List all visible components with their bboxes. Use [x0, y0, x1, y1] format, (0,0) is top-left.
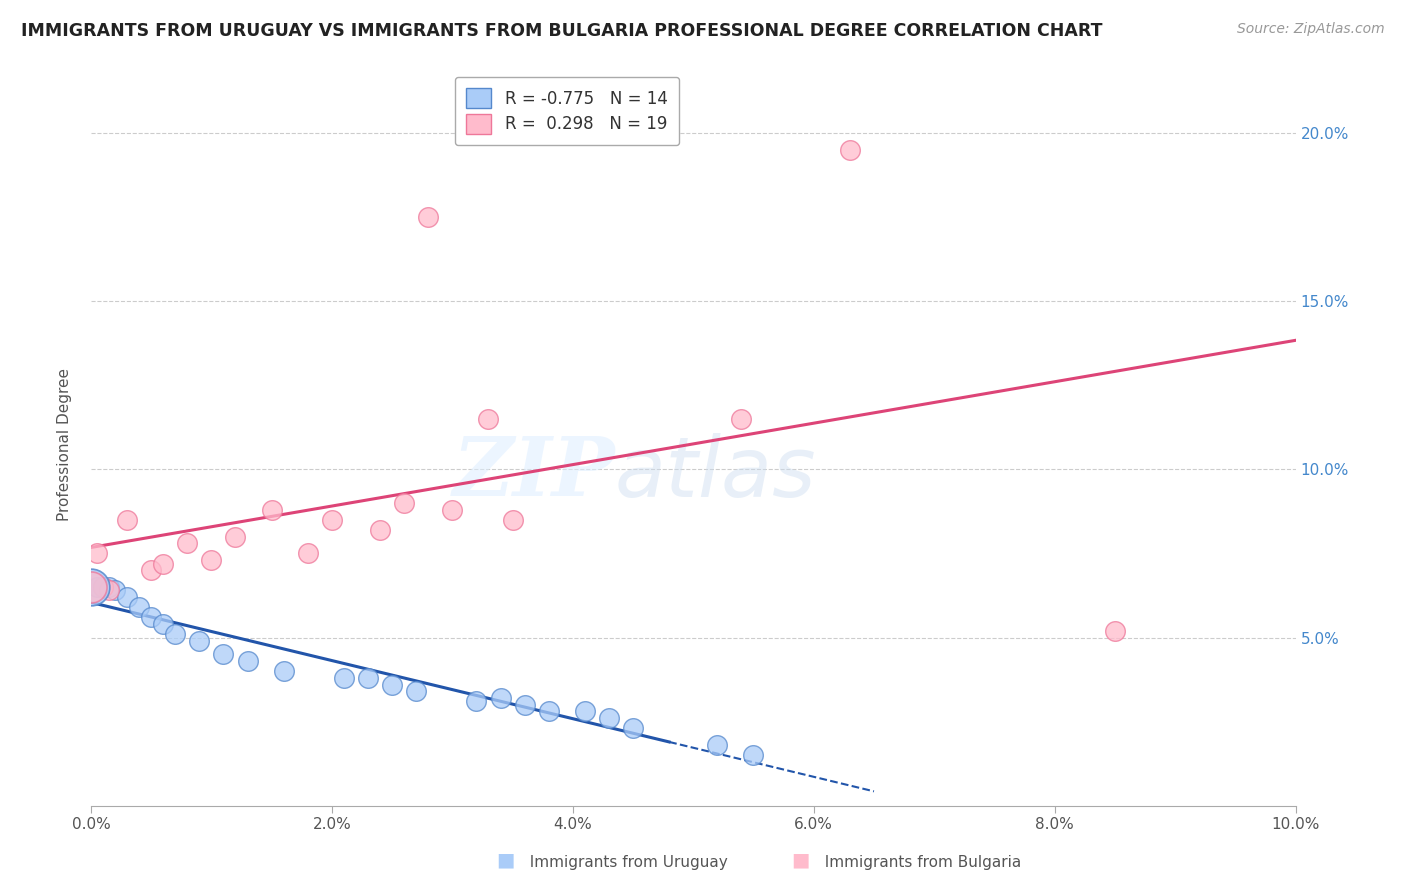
Point	[141, 563, 163, 577]
Point	[86, 580, 108, 594]
Text: ■: ■	[792, 851, 810, 870]
Point	[141, 610, 163, 624]
Point	[513, 698, 536, 712]
Point	[333, 671, 356, 685]
Point	[91, 580, 114, 594]
Point	[477, 412, 499, 426]
Point	[91, 580, 114, 594]
Point	[86, 546, 108, 560]
Text: IMMIGRANTS FROM URUGUAY VS IMMIGRANTS FROM BULGARIA PROFESSIONAL DEGREE CORRELAT: IMMIGRANTS FROM URUGUAY VS IMMIGRANTS FR…	[21, 22, 1102, 40]
Point	[368, 523, 391, 537]
Point	[152, 617, 174, 632]
Point	[176, 536, 198, 550]
Point	[537, 705, 560, 719]
Point	[321, 513, 343, 527]
Point	[1104, 624, 1126, 638]
Point	[742, 748, 765, 763]
Point	[489, 691, 512, 706]
Y-axis label: Professional Degree: Professional Degree	[58, 368, 72, 521]
Text: Immigrants from Uruguay: Immigrants from Uruguay	[520, 855, 728, 870]
Point	[621, 721, 644, 735]
Point	[405, 684, 427, 698]
Point	[98, 580, 121, 594]
Point	[80, 580, 103, 594]
Legend: R = -0.775   N = 14, R =  0.298   N = 19: R = -0.775 N = 14, R = 0.298 N = 19	[454, 77, 679, 145]
Point	[357, 671, 380, 685]
Point	[418, 211, 440, 225]
Text: Source: ZipAtlas.com: Source: ZipAtlas.com	[1237, 22, 1385, 37]
Point	[392, 496, 415, 510]
Point	[115, 513, 138, 527]
Point	[838, 143, 860, 157]
Point	[598, 711, 620, 725]
Point	[115, 590, 138, 604]
Point	[224, 530, 246, 544]
Point	[260, 502, 283, 516]
Text: atlas: atlas	[614, 433, 817, 514]
Point	[465, 694, 488, 708]
Point	[502, 513, 524, 527]
Point	[297, 546, 319, 560]
Point	[381, 677, 404, 691]
Point	[273, 664, 295, 678]
Point	[574, 705, 596, 719]
Point	[152, 557, 174, 571]
Point	[200, 553, 222, 567]
Point	[188, 633, 211, 648]
Point	[165, 627, 187, 641]
Point	[128, 600, 150, 615]
Text: ZIP: ZIP	[453, 434, 614, 513]
Point	[730, 412, 752, 426]
Point	[212, 648, 235, 662]
Text: Immigrants from Bulgaria: Immigrants from Bulgaria	[815, 855, 1022, 870]
Point	[80, 580, 103, 594]
Point	[441, 502, 464, 516]
Point	[98, 583, 121, 598]
Point	[236, 654, 259, 668]
Point	[104, 583, 127, 598]
Point	[706, 738, 728, 752]
Text: ■: ■	[496, 851, 515, 870]
